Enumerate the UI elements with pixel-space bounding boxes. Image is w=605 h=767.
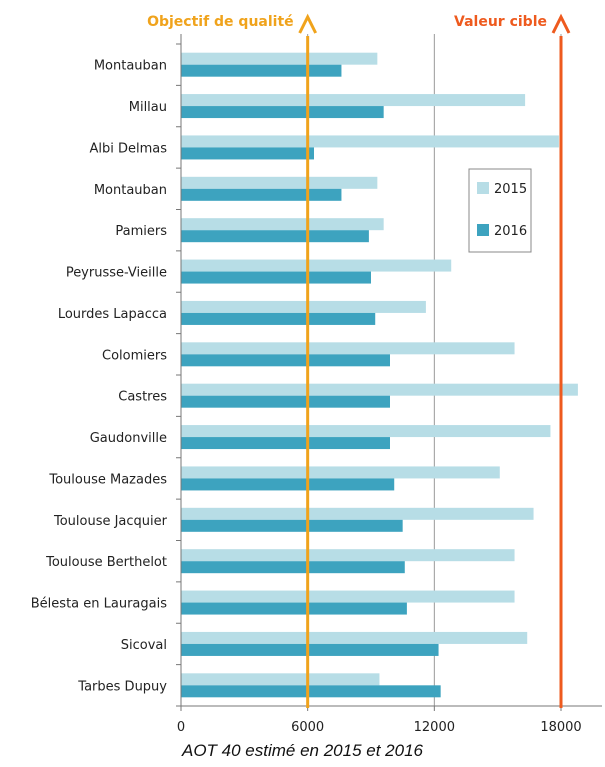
legend-label-2015: 2015 [494, 182, 527, 197]
x-tick-label: 18000 [540, 720, 581, 735]
bar-2015 [181, 466, 500, 479]
category-label: Toulouse Jacquier [53, 514, 168, 529]
category-label: Tarbes Dupuy [77, 679, 167, 694]
bar-2016 [181, 64, 342, 77]
bar-2016 [181, 106, 384, 119]
bar-2016 [181, 312, 376, 325]
bar-2015 [181, 259, 452, 272]
bar-2015 [181, 383, 578, 396]
bar-2015 [181, 94, 526, 107]
bar-2016 [181, 271, 371, 284]
bar-2016 [181, 685, 441, 698]
bar-2016 [181, 230, 369, 243]
target-value-arrowhead [551, 13, 571, 34]
bar-2015 [181, 218, 384, 231]
target-value-label: Valeur cible [454, 14, 547, 30]
bar-2015 [181, 549, 515, 562]
quality-objective-label: Objectif de qualité [147, 14, 294, 30]
x-tick-label: 12000 [414, 720, 455, 735]
category-label: Bélesta en Lauragais [31, 597, 167, 612]
legend-swatch-2015 [477, 182, 489, 194]
bar-2016 [181, 478, 395, 491]
category-label: Gaudonville [90, 431, 167, 446]
category-label: Peyrusse-Vieille [66, 266, 167, 281]
bar-2016 [181, 602, 407, 615]
bar-2015 [181, 135, 559, 148]
x-tick-label: 0 [177, 720, 185, 735]
category-label: Castres [118, 390, 167, 405]
category-label: Albi Delmas [89, 141, 167, 156]
category-label: Sicoval [121, 638, 167, 653]
category-label: Toulouse Berthelot [45, 555, 167, 570]
bar-2015 [181, 300, 426, 313]
bar-2016 [181, 147, 314, 160]
bar-2016 [181, 188, 342, 201]
bar-2016 [181, 561, 405, 574]
bar-2015 [181, 425, 551, 438]
bar-2016 [181, 643, 439, 656]
category-label: Toulouse Mazades [48, 472, 167, 487]
bar-2015 [181, 176, 378, 189]
category-label: Colomiers [102, 348, 167, 363]
bar-2016 [181, 437, 390, 450]
bar-2015 [181, 590, 515, 603]
bar-2016 [181, 354, 390, 367]
quality-objective-arrowhead [298, 13, 318, 34]
bar-2015 [181, 342, 515, 355]
bar-2015 [181, 507, 534, 520]
bar-2015 [181, 673, 380, 686]
bar-2015 [181, 52, 378, 65]
chart: Montauban Millau Albi Delmas Montauban Pamie… [31, 13, 602, 735]
category-label: Montauban [94, 59, 167, 74]
category-label: Millau [129, 100, 167, 115]
bar-2016 [181, 395, 390, 408]
category-label: Montauban [94, 183, 167, 198]
bar-2015 [181, 631, 528, 644]
legend-swatch-2016 [477, 224, 489, 236]
category-label: Pamiers [115, 224, 167, 239]
legend-label-2016: 2016 [494, 224, 527, 239]
category-label: Lourdes Lapacca [58, 307, 167, 322]
chart-caption: AOT 40 estimé en 2015 et 2016 [182, 741, 423, 760]
bar-2016 [181, 519, 403, 532]
x-tick-label: 6000 [291, 720, 324, 735]
